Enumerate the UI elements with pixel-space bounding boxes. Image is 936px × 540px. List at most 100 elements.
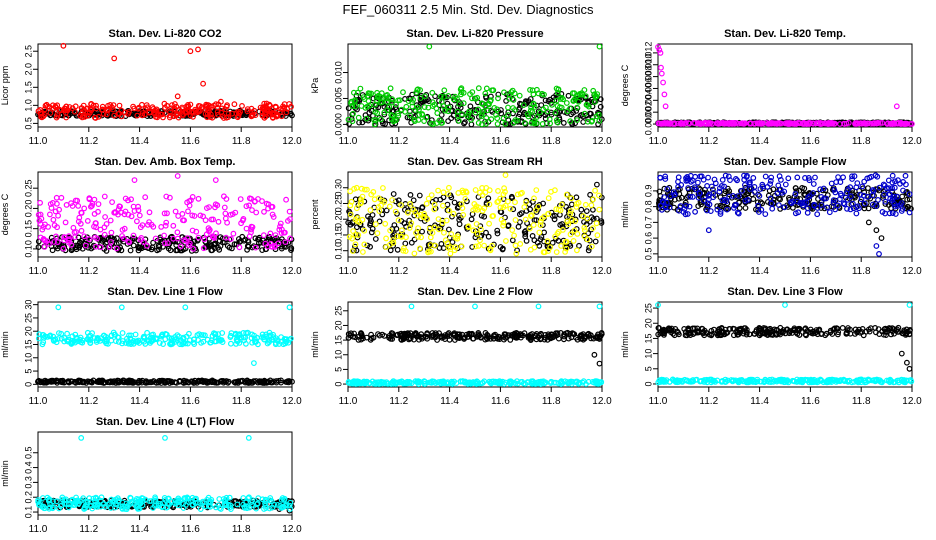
data-point bbox=[578, 206, 585, 213]
data-point bbox=[195, 108, 202, 115]
x-tick-label: 11.6 bbox=[801, 396, 820, 407]
data-point bbox=[462, 119, 468, 126]
data-point bbox=[184, 103, 191, 110]
data-point bbox=[719, 176, 726, 183]
data-point bbox=[536, 229, 543, 236]
x-tick-label: 11.8 bbox=[232, 136, 251, 147]
data-point bbox=[596, 43, 603, 50]
data-point bbox=[483, 93, 489, 100]
data-point bbox=[365, 98, 372, 104]
data-point bbox=[525, 113, 532, 120]
data-point bbox=[354, 89, 361, 96]
data-point bbox=[893, 103, 900, 110]
data-point bbox=[478, 113, 485, 120]
data-point bbox=[231, 101, 238, 108]
data-point bbox=[445, 118, 452, 124]
data-point bbox=[390, 191, 397, 197]
data-point bbox=[111, 55, 118, 62]
data-point bbox=[535, 90, 542, 97]
data-point bbox=[127, 247, 134, 254]
data-point bbox=[445, 104, 452, 111]
data-point bbox=[527, 107, 534, 114]
data-point bbox=[472, 303, 478, 310]
x-tick-label: 12.0 bbox=[592, 266, 612, 277]
data-point bbox=[594, 232, 601, 239]
data-point bbox=[425, 195, 432, 202]
data-point bbox=[902, 172, 909, 179]
data-point bbox=[530, 222, 537, 228]
data-point bbox=[426, 43, 433, 50]
data-point bbox=[64, 107, 71, 113]
data-point bbox=[133, 218, 140, 225]
data-point bbox=[573, 194, 580, 201]
data-point bbox=[283, 196, 290, 203]
data-point bbox=[560, 119, 567, 126]
data-point bbox=[47, 112, 54, 119]
panel-title: Stan. Dev. Line 3 Flow bbox=[727, 286, 843, 298]
data-point bbox=[705, 174, 711, 181]
data-point bbox=[861, 178, 868, 185]
y-tick-label: 0.20 bbox=[23, 200, 33, 218]
data-point bbox=[236, 244, 243, 251]
data-point bbox=[111, 112, 118, 119]
data-point bbox=[368, 90, 375, 97]
data-point bbox=[204, 111, 211, 118]
data-point bbox=[264, 106, 271, 113]
data-point bbox=[131, 177, 138, 184]
x-tick-label: 11.8 bbox=[542, 136, 561, 147]
plot-frame bbox=[657, 301, 913, 388]
data-point bbox=[456, 100, 463, 107]
x-tick-label: 11.6 bbox=[181, 136, 200, 147]
data-point bbox=[826, 209, 833, 216]
panel-title: Stan. Dev. Line 1 Flow bbox=[107, 286, 223, 298]
data-point bbox=[234, 114, 241, 121]
data-point bbox=[585, 103, 592, 110]
y-tick-label: 25 bbox=[23, 313, 33, 323]
data-point bbox=[80, 102, 87, 109]
data-point bbox=[549, 101, 555, 108]
data-point bbox=[387, 85, 394, 92]
data-point bbox=[594, 181, 600, 188]
y-axis-label: ml/min bbox=[310, 331, 320, 358]
data-point bbox=[455, 117, 462, 124]
data-point bbox=[593, 113, 600, 120]
data-point bbox=[427, 234, 434, 241]
panel-4: Stan. Dev. Amb. Box Temp.11.0 11.2 11.4 11.… bbox=[0, 156, 302, 277]
data-point bbox=[373, 97, 380, 104]
data-point bbox=[597, 103, 604, 110]
data-point bbox=[387, 247, 394, 254]
data-point bbox=[402, 240, 409, 247]
data-point bbox=[167, 109, 173, 115]
data-point bbox=[523, 237, 530, 244]
y-tick-label: 0.002 bbox=[643, 101, 653, 124]
data-point bbox=[539, 90, 545, 97]
data-point bbox=[83, 105, 90, 112]
y-tick-label: 0.010 bbox=[643, 53, 653, 76]
x-tick-label: 11.2 bbox=[79, 136, 98, 147]
data-point bbox=[190, 113, 196, 120]
data-point bbox=[107, 217, 114, 224]
data-point bbox=[53, 114, 60, 121]
data-point bbox=[374, 89, 381, 96]
data-point bbox=[512, 107, 518, 113]
series-1 bbox=[345, 329, 605, 367]
data-point bbox=[272, 103, 279, 110]
x-tick-label: 11.0 bbox=[29, 266, 48, 277]
data-point bbox=[47, 110, 54, 116]
data-point bbox=[483, 120, 489, 127]
data-point bbox=[42, 102, 49, 109]
x-tick-label: 11.6 bbox=[181, 396, 200, 407]
data-point bbox=[450, 96, 457, 103]
data-point bbox=[141, 111, 148, 118]
x-tick-label: 11.0 bbox=[29, 396, 48, 407]
data-point bbox=[235, 108, 242, 115]
x-tick-label: 11.2 bbox=[699, 396, 718, 407]
data-point bbox=[132, 331, 139, 338]
data-point bbox=[445, 108, 452, 115]
y-tick-label: 15 bbox=[23, 339, 33, 349]
x-tick-label: 11.6 bbox=[491, 396, 510, 407]
data-point bbox=[99, 103, 106, 110]
data-point bbox=[227, 340, 234, 347]
data-point bbox=[494, 121, 501, 127]
